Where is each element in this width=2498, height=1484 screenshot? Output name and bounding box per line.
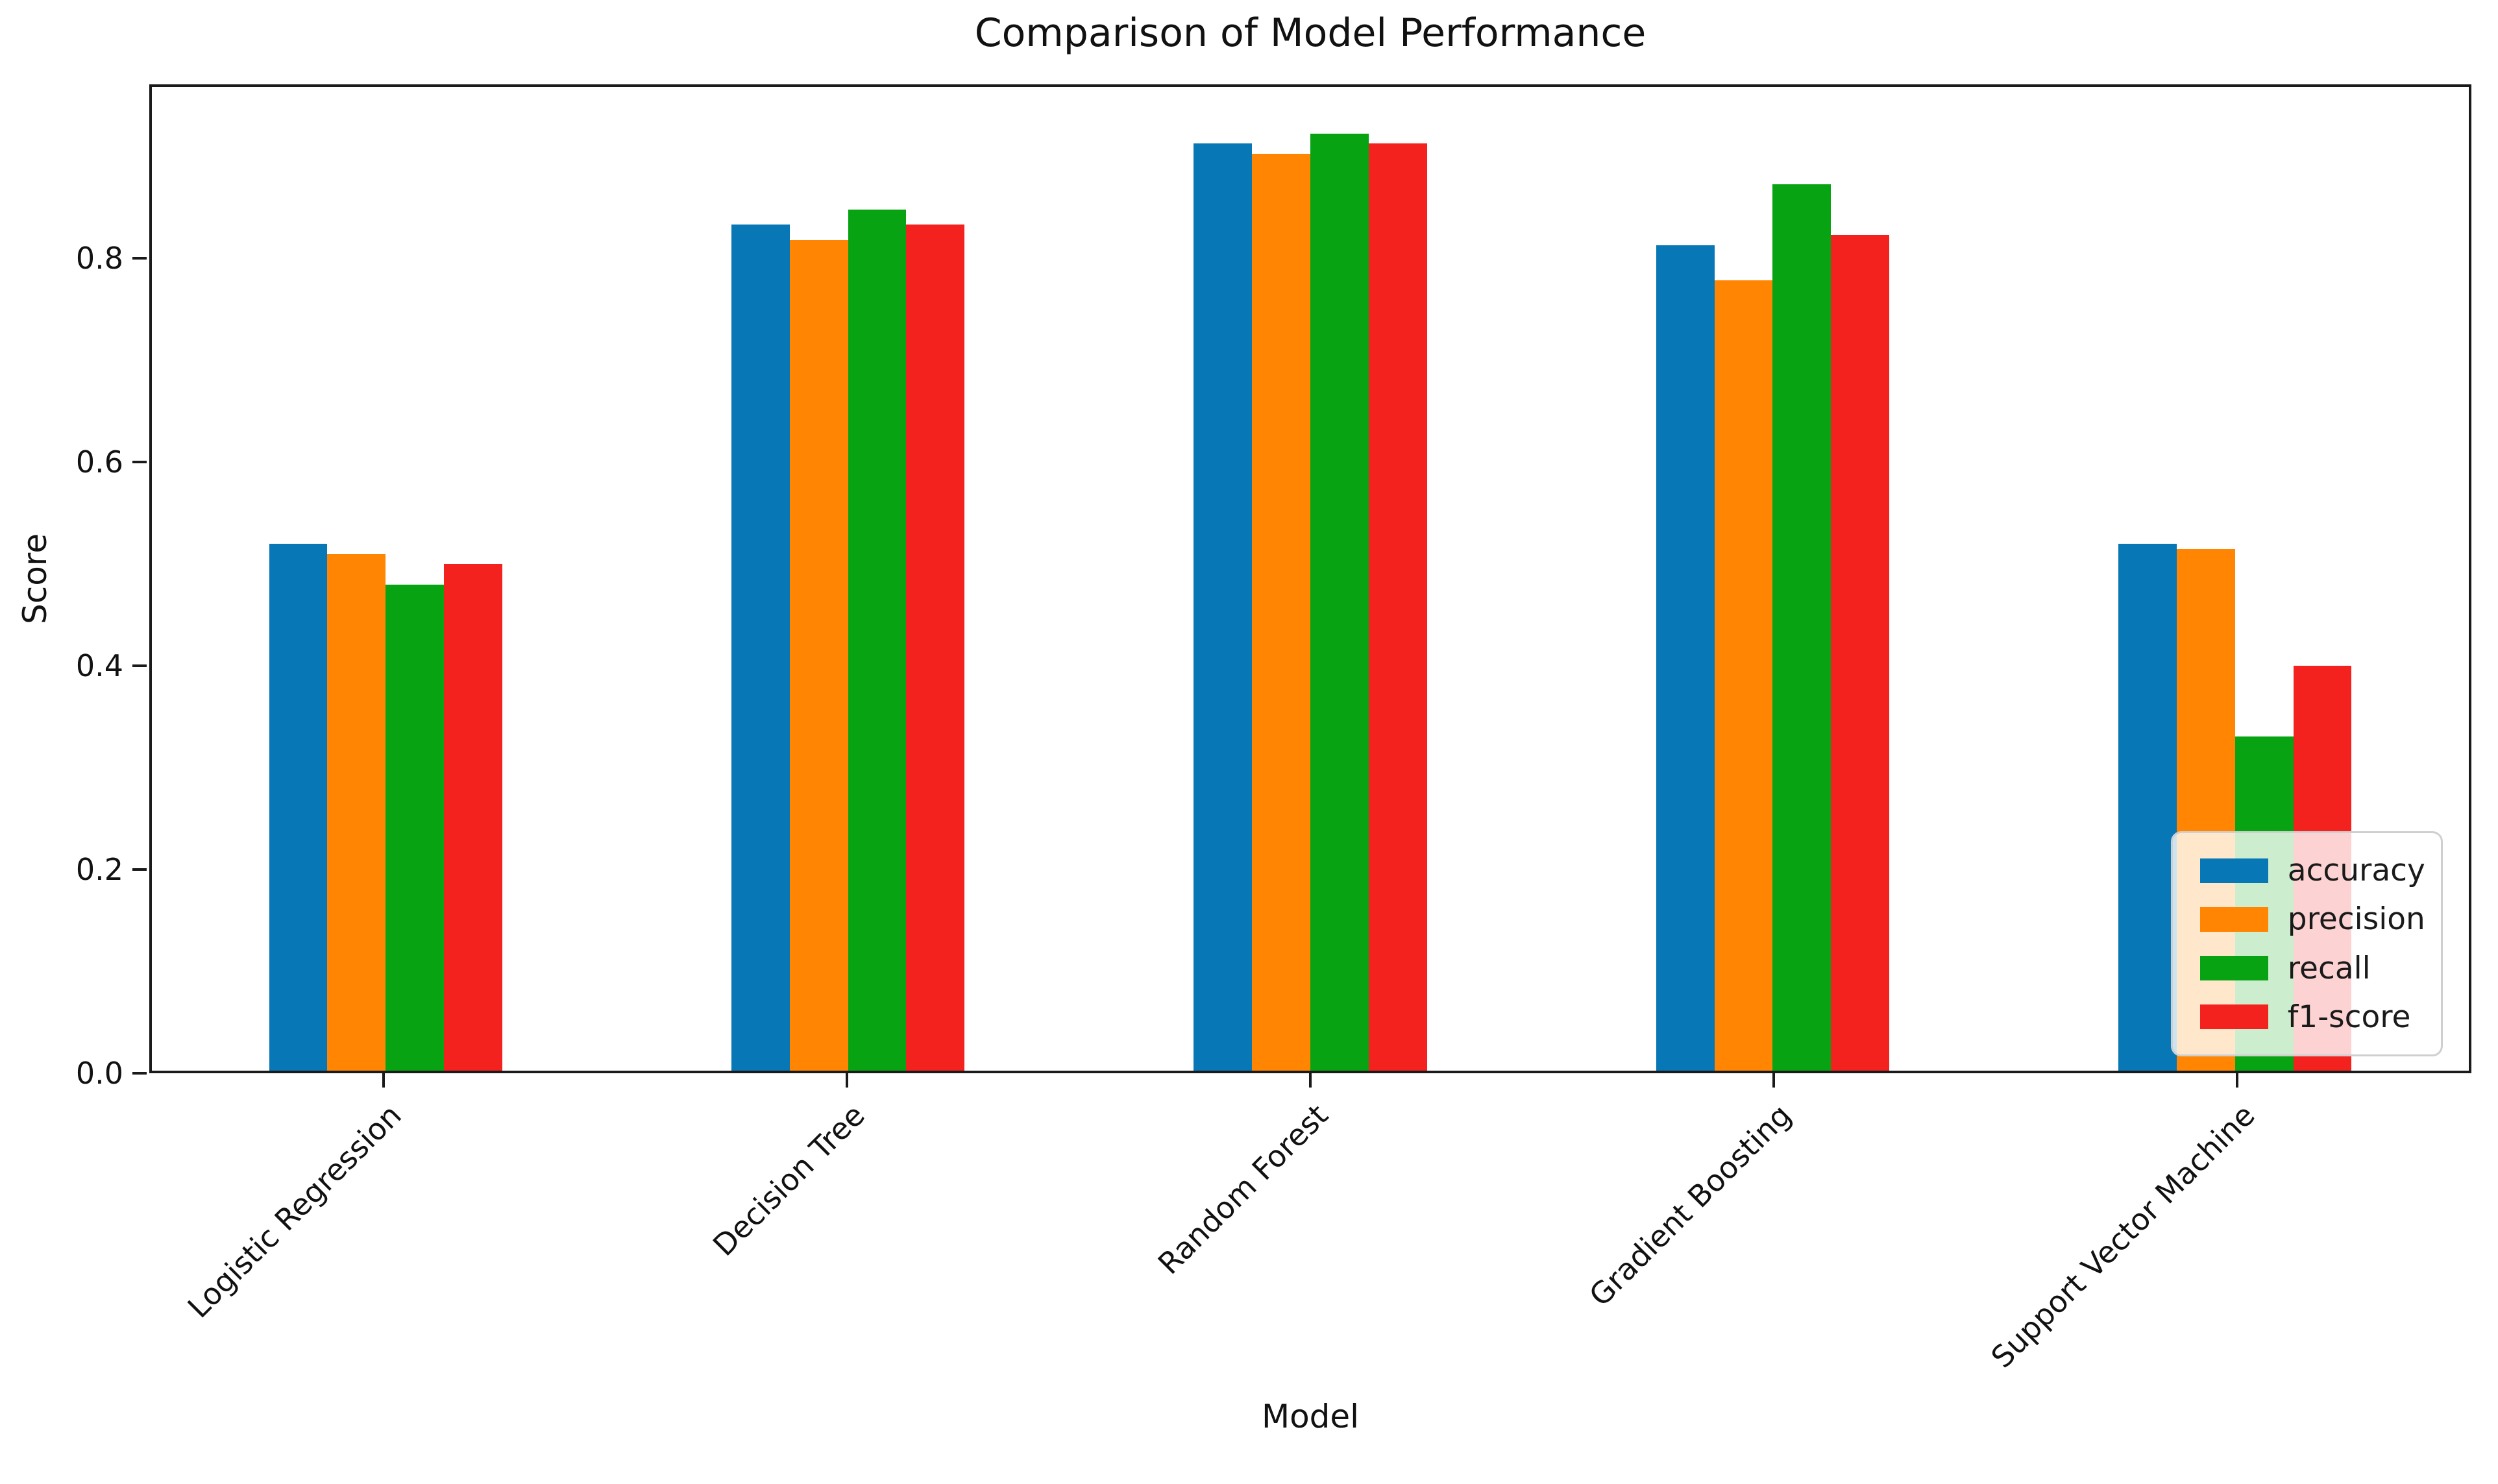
y-tick-label: 0.4 [75, 648, 124, 684]
x-tick-label: Decision Tree [705, 1097, 872, 1263]
bar-accuracy [269, 544, 328, 1071]
legend-swatch-precision [2199, 906, 2268, 932]
y-tick-label: 0.8 [75, 241, 124, 276]
x-tick-mark [1309, 1073, 1312, 1088]
bar-recall [1310, 133, 1369, 1071]
y-tick-mark [132, 257, 147, 260]
bar-precision [789, 239, 848, 1071]
bar-f1-score [1368, 143, 1427, 1071]
bar-accuracy [1656, 245, 1715, 1071]
legend-item: accuracy [2186, 853, 2429, 888]
y-axis-label: Score [16, 533, 54, 625]
bar-recall [386, 584, 444, 1071]
legend-item: precision [2186, 901, 2429, 937]
bar-f1-score [906, 225, 965, 1071]
legend-item: f1-score [2186, 999, 2429, 1035]
x-axis-label: Model [1261, 1398, 1360, 1436]
x-tick-mark [846, 1073, 849, 1088]
x-tick-mark [1772, 1073, 1776, 1088]
bar-accuracy [731, 225, 790, 1071]
x-tick-mark [2236, 1073, 2239, 1088]
x-tick-label: Random Forest [1151, 1097, 1335, 1282]
legend-label: f1-score [2287, 999, 2411, 1035]
bar-precision [1252, 154, 1311, 1071]
legend-label: precision [2287, 901, 2425, 938]
bar-precision [327, 553, 386, 1071]
legend-swatch-recall [2199, 956, 2268, 981]
bar-f1-score [1831, 234, 1889, 1071]
x-tick-label: Gradient Boosting [1582, 1097, 1798, 1313]
y-tick-label: 0.6 [75, 444, 124, 480]
bar-recall [848, 209, 907, 1071]
y-tick-mark [132, 461, 147, 464]
bar-recall [1772, 184, 1831, 1071]
plot-area [149, 84, 2472, 1074]
legend-swatch-f1-score [2199, 1004, 2268, 1030]
legend-label: recall [2287, 950, 2371, 986]
x-tick-mark [382, 1073, 386, 1088]
y-tick-mark [132, 664, 147, 668]
y-tick-mark [132, 1072, 147, 1075]
y-tick-mark [132, 868, 147, 871]
legend-swatch-accuracy [2199, 858, 2268, 883]
bar-accuracy [1194, 143, 1253, 1071]
bar-accuracy [2118, 544, 2177, 1071]
legend: accuracy precision recall f1-score [2170, 831, 2443, 1057]
y-tick-label: 0.2 [75, 852, 124, 888]
x-tick-label: Support Vector Machine [1984, 1097, 2262, 1375]
legend-label: accuracy [2287, 853, 2425, 889]
bar-f1-score [444, 564, 502, 1071]
x-tick-label: Logistic Regression [180, 1097, 408, 1325]
chart-title: Comparison of Model Performance [974, 10, 1647, 56]
legend-item: recall [2186, 951, 2429, 986]
bar-precision [1714, 280, 1773, 1071]
y-tick-label: 0.0 [75, 1056, 124, 1091]
